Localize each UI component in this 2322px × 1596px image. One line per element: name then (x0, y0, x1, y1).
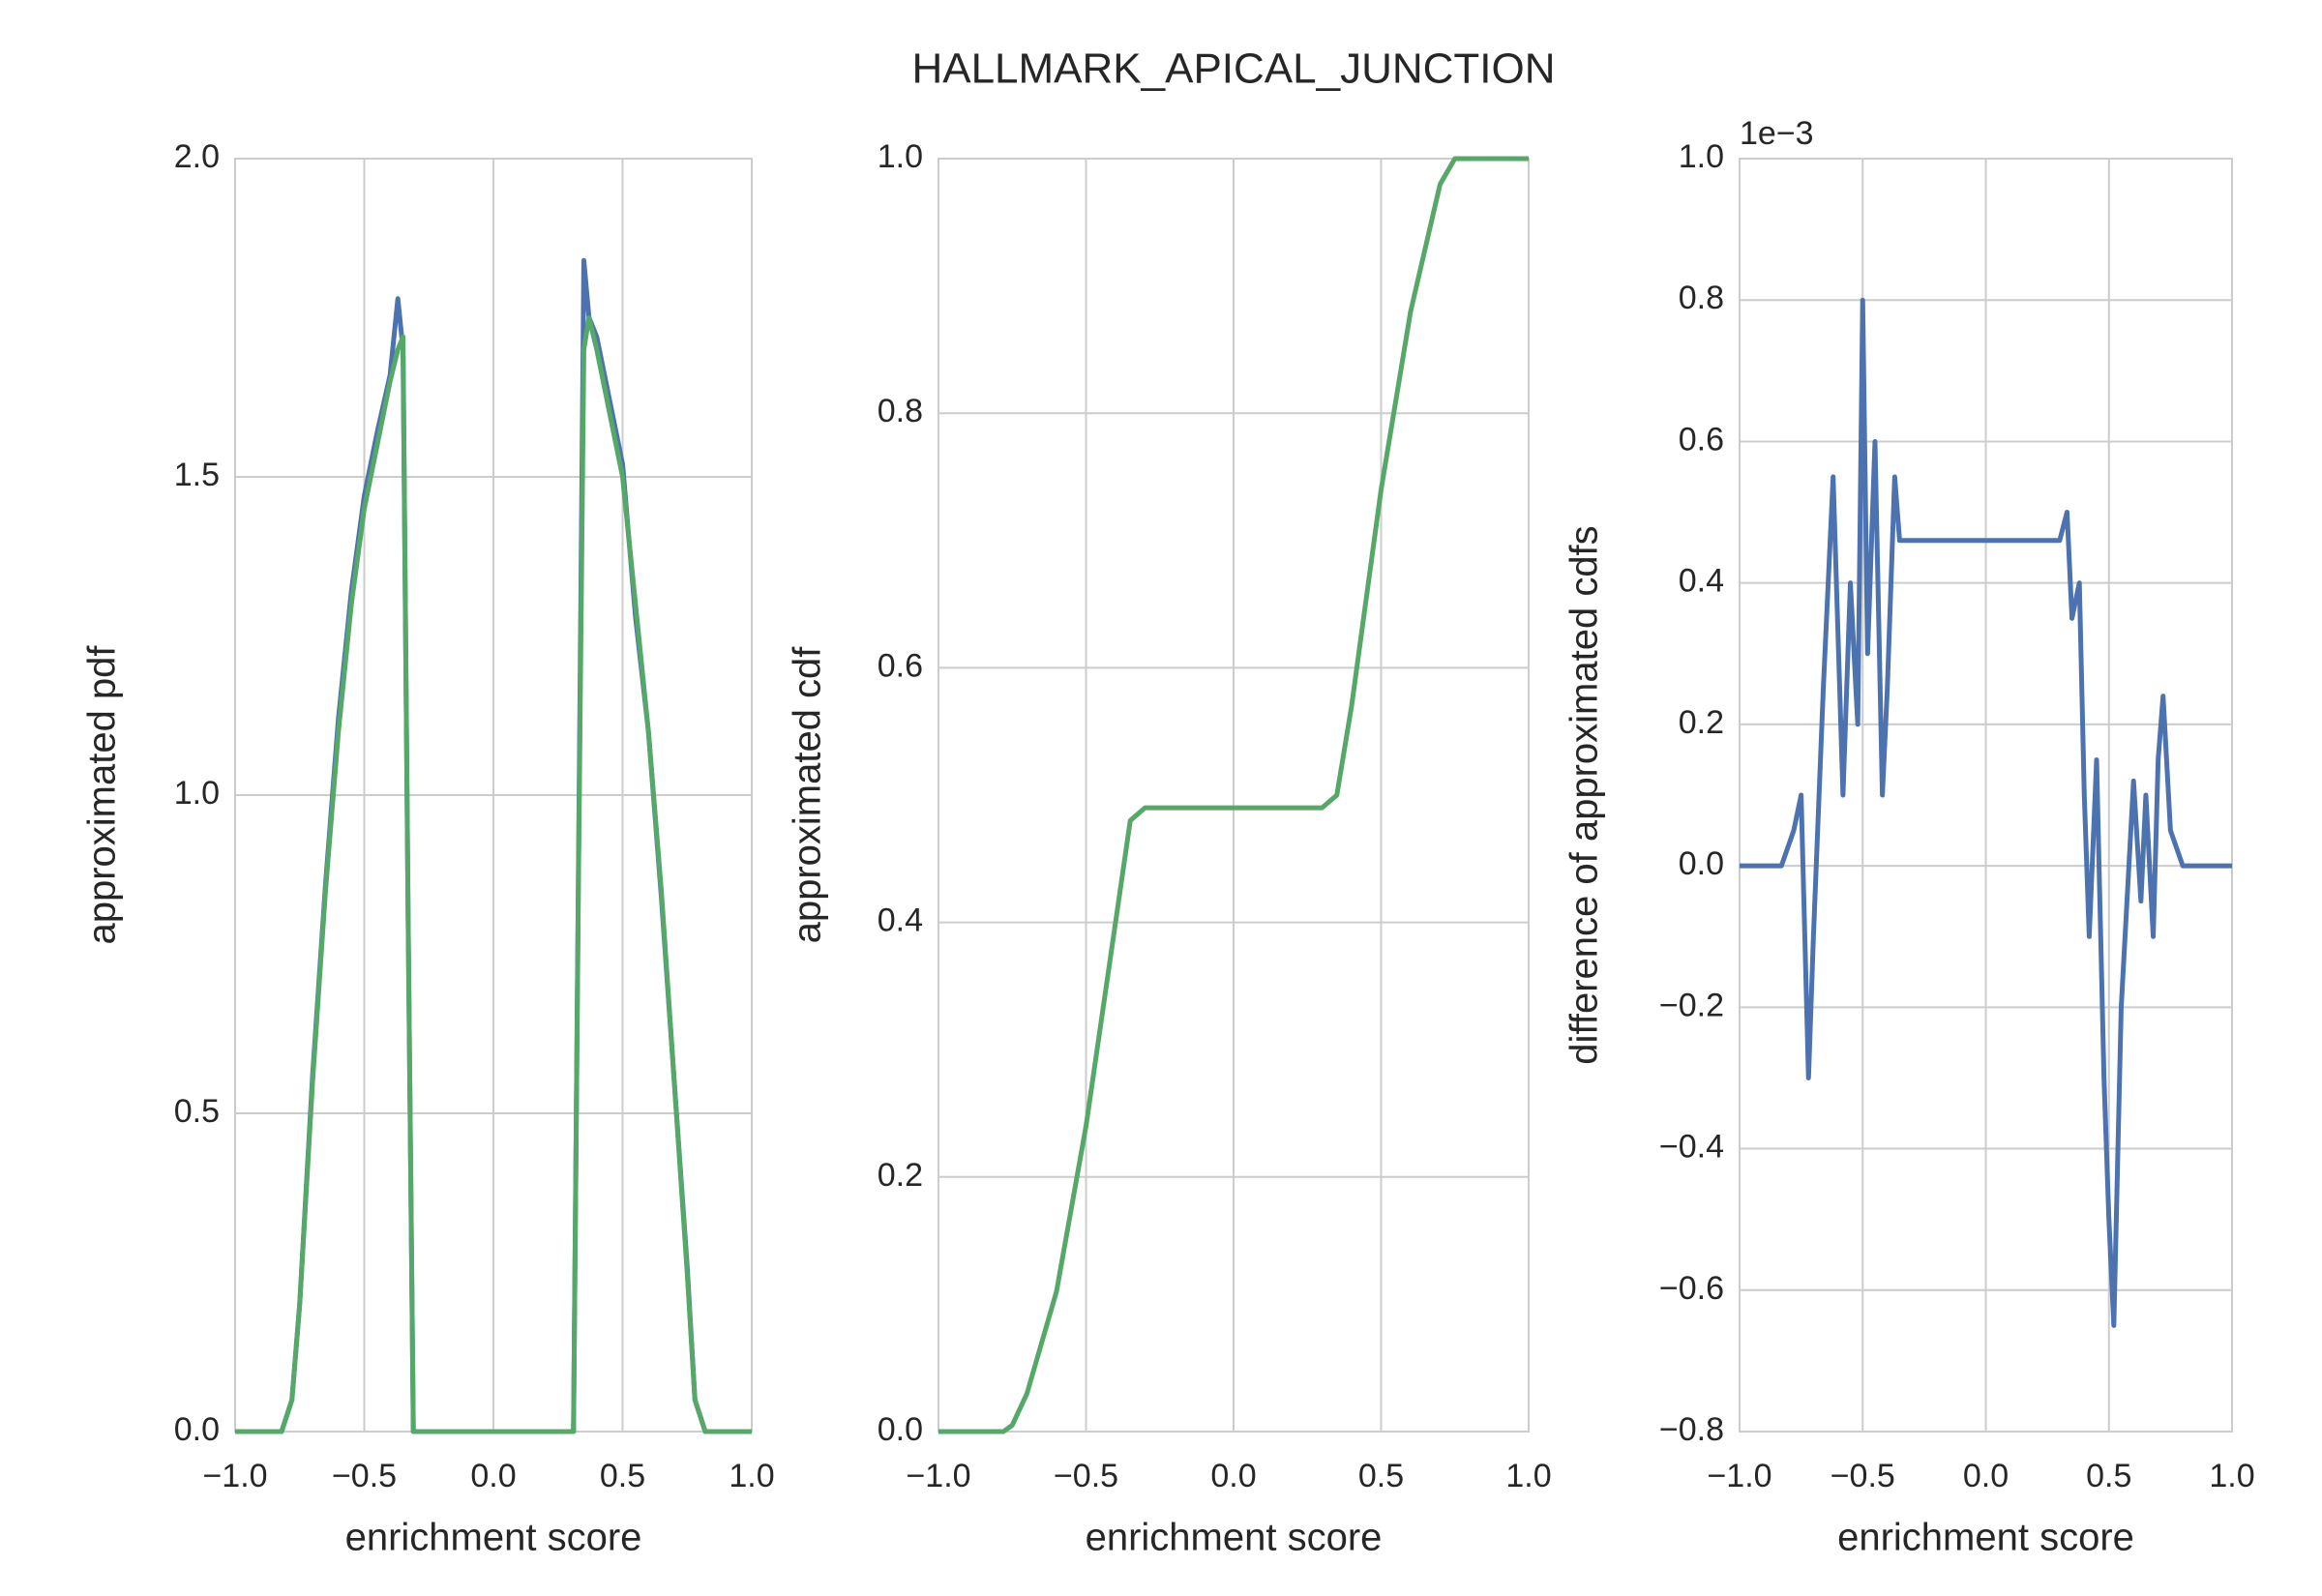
y-tick-label: 0.8 (1679, 280, 1724, 316)
x-tick-label: 0.5 (2086, 1458, 2131, 1494)
y-tick-label: 0.5 (174, 1093, 220, 1130)
y-tick-label: 0.0 (1679, 845, 1724, 882)
y-tick-label: 0.4 (878, 902, 923, 939)
x-tick-label: 1.0 (729, 1458, 774, 1494)
data-line (938, 156, 1529, 1434)
y-axis-label: approximated cdf (787, 646, 829, 944)
x-tick-label: −1.0 (202, 1458, 267, 1494)
axes-frame (938, 158, 1530, 1433)
x-axis-label: enrichment score (345, 1517, 642, 1559)
x-tick-label: 0.5 (600, 1458, 645, 1494)
y-tick-label: −0.8 (1659, 1411, 1724, 1448)
data-line (1740, 297, 2232, 1328)
y-tick-label: 0.0 (878, 1411, 923, 1448)
x-tick-label: 0.5 (1358, 1458, 1404, 1494)
x-tick-label: −1.0 (906, 1458, 970, 1494)
x-tick-label: 0.0 (1210, 1458, 1256, 1494)
y-tick-label: 0.2 (878, 1157, 923, 1194)
x-tick-label: 1.0 (2209, 1458, 2254, 1494)
data-line (235, 315, 752, 1434)
y-tick-label: 0.4 (1679, 563, 1724, 600)
y-tick-label: 1.0 (878, 138, 923, 175)
x-tick-label: 1.0 (1505, 1458, 1551, 1494)
y-tick-label: 1.0 (1679, 138, 1724, 175)
x-tick-label: 0.0 (470, 1458, 516, 1494)
y-tick-label: 0.0 (174, 1411, 220, 1448)
axes-frame (1739, 158, 2233, 1433)
x-tick-label: −0.5 (1831, 1458, 1895, 1494)
axis-offset-label: 1e−3 (1740, 115, 1814, 152)
y-tick-label: 0.8 (878, 393, 923, 429)
y-tick-label: 1.5 (174, 457, 220, 493)
x-tick-label: −0.5 (332, 1458, 397, 1494)
x-tick-label: −1.0 (1707, 1458, 1771, 1494)
y-tick-label: 1.0 (174, 775, 220, 812)
y-axis-label: approximated pdf (81, 645, 124, 945)
y-tick-label: 2.0 (174, 138, 220, 175)
y-tick-label: −0.6 (1659, 1270, 1724, 1307)
x-axis-label: enrichment score (1837, 1517, 2134, 1559)
x-tick-label: −0.5 (1054, 1458, 1118, 1494)
y-tick-label: 0.6 (1679, 421, 1724, 458)
y-tick-label: 0.2 (1679, 704, 1724, 741)
figure-title: HALLMARK_APICAL_JUNCTION (911, 45, 1555, 93)
y-tick-label: 0.6 (878, 647, 923, 684)
y-tick-label: −0.2 (1659, 987, 1724, 1023)
y-tick-label: −0.4 (1659, 1129, 1724, 1166)
y-axis-label: difference of approximated cdfs (1563, 525, 1606, 1064)
x-axis-label: enrichment score (1086, 1517, 1383, 1559)
x-tick-label: 0.0 (1963, 1458, 2009, 1494)
